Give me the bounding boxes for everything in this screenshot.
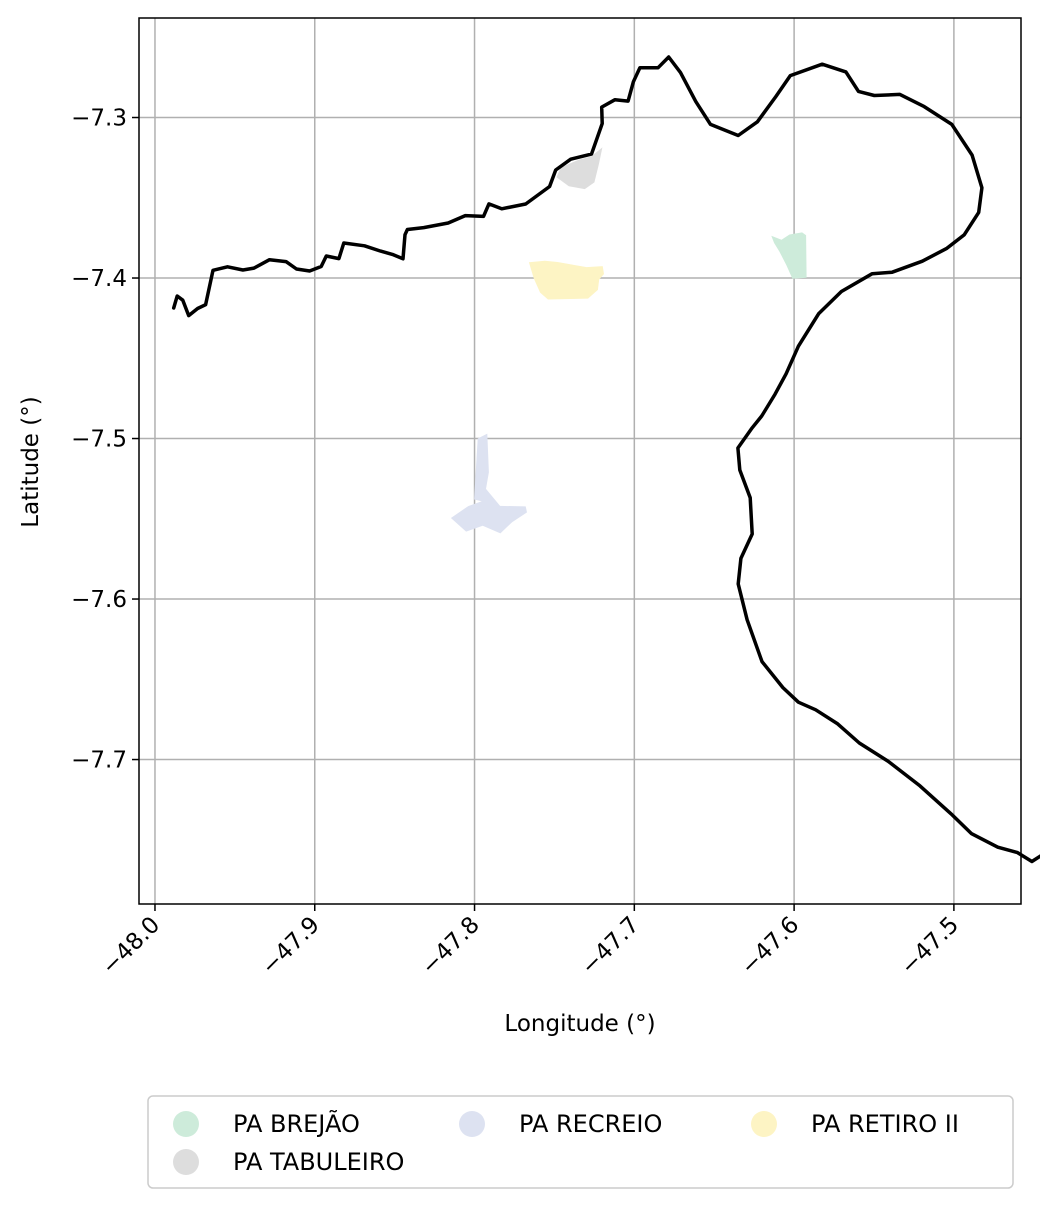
legend-label: PA RECREIO — [519, 1110, 662, 1138]
legend-marker — [173, 1111, 199, 1137]
x-axis-ticks: −48.0 −47.9 −47.8 −47.7 −47.6 −47.5 — [97, 904, 964, 980]
y-tick-label: −7.4 — [71, 266, 127, 292]
x-tick-label: −47.8 — [417, 912, 485, 980]
legend-label: PA RETIRO II — [811, 1110, 959, 1138]
region-pa-recreio — [450, 433, 527, 534]
x-tick-label: −47.5 — [896, 912, 964, 980]
region-pa-tabuleiro — [556, 147, 603, 190]
region-pa-retiro-ii — [528, 260, 604, 300]
legend-marker — [173, 1149, 199, 1175]
plot-frame — [138, 17, 1022, 905]
y-tick-label: −7.6 — [71, 587, 127, 613]
y-tick-label: −7.5 — [71, 427, 127, 453]
legend-frame — [147, 1095, 1014, 1189]
y-tick-label: −7.7 — [71, 748, 127, 774]
y-axis-label: Latitude (°) — [18, 396, 44, 527]
region-pa-brej-o — [771, 232, 807, 279]
municipality-boundary-layer — [171, 55, 1040, 864]
x-tick-label: −48.0 — [97, 912, 165, 980]
legend-marker — [751, 1111, 777, 1137]
legend: PA BREJÃO PA RECREIO PA RETIRO II PA TABULE… — [147, 1095, 1014, 1189]
x-tick-label: −47.7 — [576, 912, 644, 980]
y-axis-ticks: −7.3 −7.4 −7.5 −7.6 −7.7 — [71, 106, 139, 774]
legend-label: PA TABULEIRO — [233, 1148, 404, 1176]
legend-marker — [459, 1111, 485, 1137]
x-tick-label: −47.6 — [736, 912, 804, 980]
grid-lines — [139, 18, 1021, 904]
municipality-boundary — [171, 55, 1040, 864]
y-tick-label: −7.3 — [71, 106, 127, 132]
settlement-polygons — [450, 147, 807, 534]
x-axis-label: Longitude (°) — [504, 1011, 655, 1037]
legend-label: PA BREJÃO — [233, 1108, 360, 1138]
x-tick-label: −47.9 — [257, 912, 325, 980]
